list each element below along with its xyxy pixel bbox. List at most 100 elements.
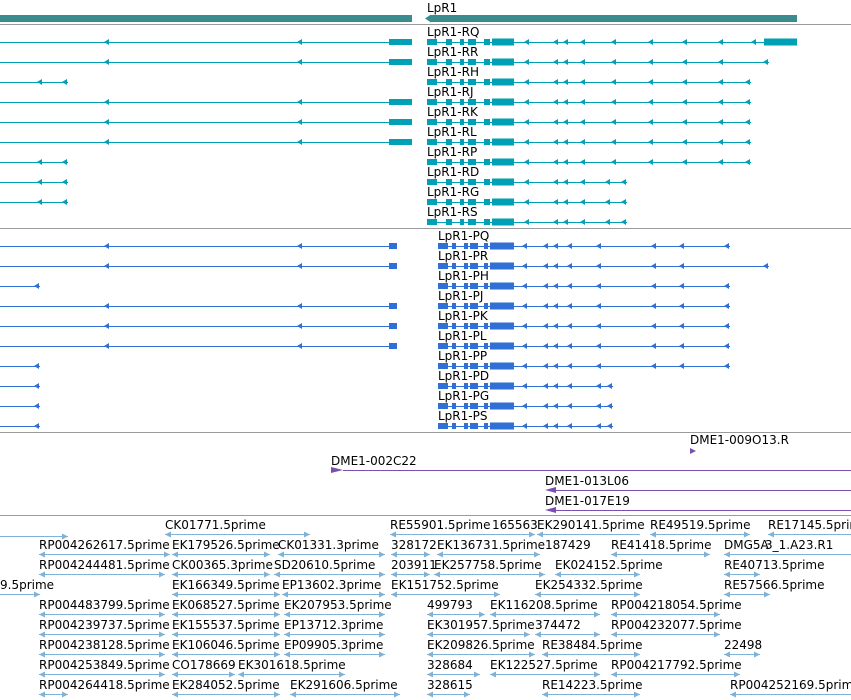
exon-block[interactable]	[492, 118, 514, 126]
exon-block[interactable]	[427, 39, 437, 45]
exon-block[interactable]	[464, 383, 468, 389]
exon-block[interactable]	[389, 243, 397, 249]
exon-block[interactable]	[468, 99, 476, 105]
exon-block[interactable]	[484, 99, 490, 105]
exon-block[interactable]	[438, 403, 448, 409]
exon-block[interactable]	[452, 263, 456, 269]
exon-block[interactable]	[470, 363, 478, 369]
exon-block[interactable]	[484, 219, 490, 225]
exon-block[interactable]	[427, 219, 437, 225]
exon-block[interactable]	[470, 263, 478, 269]
exon-block[interactable]	[468, 219, 476, 225]
exon-block[interactable]	[389, 59, 412, 65]
exon-block[interactable]	[468, 39, 476, 45]
exon-block[interactable]	[470, 303, 478, 309]
exon-block[interactable]	[492, 178, 514, 186]
clone-marker-icon[interactable]	[690, 448, 696, 454]
exon-block[interactable]	[438, 363, 448, 369]
clone-start-icon[interactable]	[545, 507, 556, 513]
exon-block[interactable]	[492, 198, 514, 206]
exon-block[interactable]	[438, 303, 448, 309]
exon-block[interactable]	[452, 423, 456, 429]
exon-block[interactable]	[438, 283, 448, 289]
exon-block[interactable]	[484, 323, 488, 329]
exon-block[interactable]	[468, 139, 476, 145]
exon-block[interactable]	[470, 323, 478, 329]
exon-block[interactable]	[470, 243, 478, 249]
exon-block[interactable]	[468, 59, 476, 65]
transcript-row[interactable]: LpR1-RK	[0, 105, 751, 126]
transcript-row[interactable]: LpR1-RS	[0, 205, 627, 226]
exon-block[interactable]	[492, 78, 514, 86]
exon-block[interactable]	[484, 423, 488, 429]
exon-block[interactable]	[484, 263, 488, 269]
exon-block[interactable]	[490, 282, 514, 290]
exon-block[interactable]	[389, 99, 412, 105]
exon-block[interactable]	[452, 363, 456, 369]
exon-block[interactable]	[492, 218, 514, 226]
exon-block[interactable]	[490, 242, 514, 250]
exon-block[interactable]	[484, 383, 488, 389]
exon-block[interactable]	[446, 219, 452, 225]
exon-block[interactable]	[484, 283, 488, 289]
exon-block[interactable]	[460, 39, 464, 45]
transcript-row[interactable]: LpR1-PQ	[0, 229, 730, 250]
exon-block[interactable]	[464, 303, 468, 309]
exon-block[interactable]	[452, 243, 456, 249]
exon-block[interactable]	[464, 263, 468, 269]
transcript-row[interactable]: LpR1-PG	[0, 389, 613, 410]
exon-block[interactable]	[438, 243, 448, 249]
exon-block[interactable]	[484, 159, 490, 165]
exon-block[interactable]	[446, 179, 452, 185]
exon-block[interactable]	[389, 303, 397, 309]
gene-bar[interactable]	[0, 15, 412, 22]
transcript-row[interactable]: LpR1-PP	[0, 349, 730, 370]
transcript-row[interactable]: LpR1-RL	[0, 125, 751, 146]
exon-block[interactable]	[470, 383, 478, 389]
exon-block[interactable]	[389, 263, 397, 269]
exon-block[interactable]	[389, 139, 412, 145]
exon-block[interactable]	[460, 59, 464, 65]
exon-block[interactable]	[446, 79, 452, 85]
exon-block[interactable]	[460, 199, 464, 205]
exon-block[interactable]	[446, 99, 452, 105]
exon-block[interactable]	[446, 159, 452, 165]
transcript-row[interactable]: LpR1-PJ	[0, 289, 730, 310]
exon-block[interactable]	[460, 139, 464, 145]
exon-block[interactable]	[484, 303, 488, 309]
exon-block[interactable]	[460, 119, 464, 125]
exon-block[interactable]	[460, 159, 464, 165]
transcript-row[interactable]: LpR1-PD	[0, 369, 613, 390]
exon-block[interactable]	[484, 119, 490, 125]
exon-block[interactable]	[460, 99, 464, 105]
exon-block[interactable]	[464, 423, 468, 429]
exon-block[interactable]	[460, 179, 464, 185]
exon-block[interactable]	[427, 79, 437, 85]
exon-block[interactable]	[484, 403, 488, 409]
exon-block[interactable]	[492, 138, 514, 146]
transcript-row[interactable]: LpR1-RQ	[0, 25, 797, 46]
exon-block[interactable]	[427, 99, 437, 105]
exon-block[interactable]	[427, 159, 437, 165]
exon-block[interactable]	[484, 59, 490, 65]
exon-block[interactable]	[484, 199, 490, 205]
exon-block[interactable]	[452, 323, 456, 329]
exon-block[interactable]	[446, 39, 452, 45]
exon-block[interactable]	[470, 343, 478, 349]
exon-block[interactable]	[484, 343, 488, 349]
exon-block[interactable]	[452, 343, 456, 349]
exon-block[interactable]	[427, 179, 437, 185]
exon-block[interactable]	[464, 323, 468, 329]
transcript-row[interactable]: LpR1-RJ	[0, 85, 751, 106]
transcript-row[interactable]: LpR1-PK	[0, 309, 730, 330]
exon-block[interactable]	[427, 199, 437, 205]
exon-block[interactable]	[490, 262, 514, 270]
clone-start-icon[interactable]	[545, 487, 556, 493]
transcript-row[interactable]: LpR1-RR	[0, 45, 769, 66]
exon-block[interactable]	[484, 179, 490, 185]
exon-block[interactable]	[452, 403, 456, 409]
exon-block[interactable]	[490, 342, 514, 350]
exon-block[interactable]	[446, 119, 452, 125]
exon-block[interactable]	[389, 119, 412, 125]
exon-block[interactable]	[490, 322, 514, 330]
